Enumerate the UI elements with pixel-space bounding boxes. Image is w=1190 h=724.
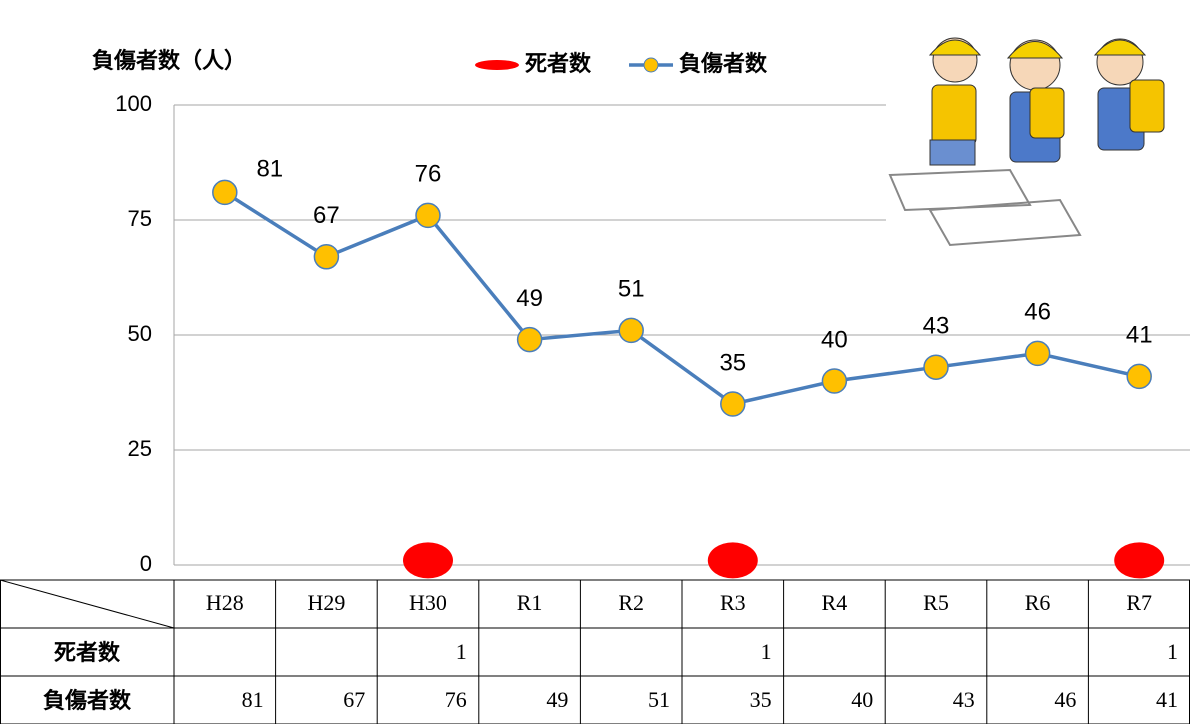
- table-diagonal: [0, 579, 175, 629]
- data-label: 81: [256, 156, 283, 183]
- point: [720, 391, 746, 417]
- data-label: 43: [923, 313, 950, 340]
- legend-swatch: [643, 57, 659, 73]
- table-cell: 1: [456, 639, 467, 664]
- y-tick-label: 75: [128, 206, 152, 231]
- point: [415, 202, 441, 229]
- point: [923, 354, 949, 380]
- death-marker: [707, 542, 758, 579]
- table-cell: 76: [445, 687, 467, 712]
- table-cell: 1: [761, 639, 772, 664]
- column-header: R5: [923, 590, 949, 615]
- point: [618, 317, 644, 344]
- column-header: R4: [822, 590, 848, 615]
- legend-swatch: [475, 60, 519, 70]
- data-label: 35: [719, 349, 746, 376]
- point: [1126, 363, 1152, 390]
- y-tick-label: 25: [128, 436, 152, 461]
- column-header: R3: [720, 590, 746, 615]
- point: [1024, 340, 1051, 367]
- data-label: 41: [1126, 322, 1153, 349]
- table-cell: 41: [1156, 687, 1178, 712]
- row-header: 死者数: [54, 640, 121, 666]
- legend-label: 死者数: [525, 51, 592, 77]
- column-header: H30: [409, 590, 447, 615]
- legend-label: 負傷者数: [679, 51, 768, 77]
- table-cell: 49: [546, 687, 568, 712]
- table-cell: 43: [953, 687, 975, 712]
- column-header: R1: [517, 590, 543, 615]
- row-header: 負傷者数: [43, 688, 132, 714]
- column-header: H28: [206, 590, 244, 615]
- data-label: 51: [618, 276, 645, 303]
- series-line: [223, 190, 1140, 406]
- table-cell: 1: [1167, 639, 1178, 664]
- table-cell: 46: [1054, 687, 1076, 712]
- y-axis-label: 負傷者数（人）: [92, 48, 246, 74]
- table-cell: 35: [750, 687, 772, 712]
- point: [516, 326, 543, 353]
- table-border: [0, 579, 1190, 724]
- death-marker: [1114, 542, 1165, 579]
- data-label: 76: [415, 161, 442, 188]
- y-tick-label: 50: [128, 321, 152, 346]
- data-label: 40: [821, 326, 848, 353]
- column-header: R7: [1126, 590, 1152, 615]
- y-tick-label: 100: [115, 91, 152, 116]
- illustration: [886, 0, 1190, 255]
- table-cell: 40: [851, 687, 873, 712]
- point: [821, 368, 848, 394]
- column-header: R2: [618, 590, 644, 615]
- point: [313, 244, 340, 270]
- y-tick-label: 0: [140, 551, 152, 576]
- table-cell: 81: [242, 687, 264, 712]
- column-header: H29: [307, 590, 345, 615]
- point: [212, 179, 238, 206]
- data-label: 67: [313, 202, 340, 229]
- table-cell: 67: [343, 687, 365, 712]
- death-marker: [403, 542, 453, 579]
- column-header: R6: [1025, 590, 1051, 615]
- data-label: 49: [516, 285, 543, 312]
- data-label: 46: [1024, 299, 1051, 326]
- table-cell: 51: [648, 687, 670, 712]
